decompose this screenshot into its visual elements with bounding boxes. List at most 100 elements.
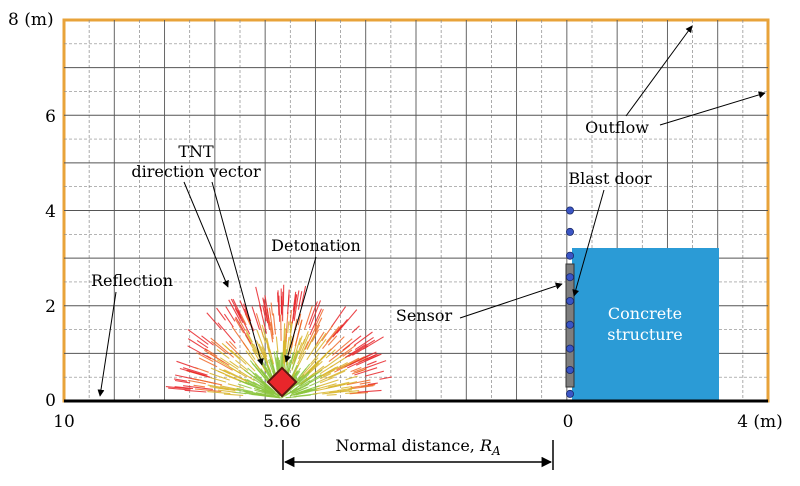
tnt-direction-vector: [362, 336, 384, 350]
tnt-direction-vector: [306, 334, 316, 351]
tnt-direction-vector: [328, 370, 346, 379]
tnt-direction-vector: [308, 301, 318, 325]
tnt-direction-vector: [235, 316, 252, 345]
tnt-direction-vector: [262, 305, 267, 322]
tnt-direction-vector: [346, 379, 371, 386]
tnt-direction-vector: [322, 369, 335, 377]
tnt-direction-vector: [331, 338, 353, 356]
tnt-direction-vector: [266, 395, 278, 398]
tnt-direction-vector: [293, 350, 299, 362]
tnt-direction-vector: [379, 376, 392, 380]
tnt-direction-vector: [348, 339, 376, 358]
tnt-leader-1: [183, 181, 229, 288]
sensor-point: [566, 273, 575, 282]
tnt-direction-vector: [293, 290, 300, 322]
tnt-direction-vector: [291, 337, 301, 365]
tnt-direction-vector: [228, 299, 241, 322]
tnt-direction-vector: [303, 305, 313, 330]
tnt-direction-vector: [298, 335, 303, 346]
tnt-direction-vector: [364, 370, 384, 377]
tnt-direction-vector: [341, 385, 353, 389]
tnt-direction-vector: [289, 309, 293, 326]
tnt-direction-vector: [321, 325, 334, 342]
tnt-direction-vector: [293, 370, 301, 380]
x-tick-10: 10: [53, 412, 75, 432]
tnt-direction-vector: [254, 389, 280, 398]
tnt-direction-vector: [310, 353, 320, 365]
tnt-direction-vector: [256, 329, 268, 357]
tnt-direction-vector: [345, 375, 358, 381]
tnt-direction-vector: [298, 334, 310, 360]
tnt-direction-vector: [285, 396, 297, 399]
tnt-direction-vector: [286, 337, 290, 354]
tnt-direction-vector: [300, 380, 311, 388]
tnt-direction-vector: [308, 300, 322, 329]
tnt-direction-vector: [313, 338, 327, 356]
tnt-direction-vector: [216, 359, 241, 375]
tnt-direction-vector: [314, 317, 323, 332]
tnt-direction-vector: [302, 331, 309, 345]
tnt-direction-vector: [187, 345, 212, 360]
y-tick-2: 2: [45, 297, 56, 317]
tnt-direction-vector: [237, 353, 256, 372]
tnt-direction-vector: [207, 384, 238, 391]
tnt-direction-vector: [367, 360, 377, 366]
tnt-direction-vector: [304, 324, 318, 350]
tnt-direction-vector: [173, 378, 188, 382]
tnt-direction-vector: [275, 336, 279, 353]
tnt-direction-vector: [314, 308, 324, 328]
tnt-direction-vector: [316, 331, 325, 345]
tnt-direction-vector: [308, 349, 331, 372]
sensor-leader: [459, 282, 563, 319]
tnt-direction-vector: [238, 319, 246, 332]
y-tick-0: 0: [45, 391, 56, 411]
tnt-direction-vector: [326, 394, 337, 396]
tnt-direction-vector: [261, 324, 270, 352]
tnt-label-2: direction vector: [131, 162, 261, 181]
tnt-direction-vector: [292, 386, 308, 395]
tnt-direction-vector: [219, 385, 241, 391]
sensor-point: [566, 206, 575, 215]
tnt-direction-vector: [325, 349, 336, 359]
reflection-label: Reflection: [91, 271, 173, 290]
reflection-leader: [97, 291, 117, 397]
tnt-direction-vector: [260, 369, 268, 379]
tnt-direction-vector: [336, 309, 358, 334]
tnt-direction-vector: [367, 382, 378, 386]
tnt-direction-vector: [348, 390, 360, 393]
tnt-direction-vector: [330, 306, 347, 328]
tnt-direction-vector: [292, 350, 307, 377]
tnt-direction-vector: [340, 362, 353, 369]
tnt-direction-vector: [342, 335, 362, 351]
tnt-direction-vector: [360, 384, 376, 388]
tnt-direction-vector: [353, 367, 366, 373]
tnt-direction-vector: [270, 302, 274, 316]
normal-distance-label: Normal distance, RA: [335, 436, 501, 458]
sensor-point: [566, 344, 575, 353]
tnt-direction-vector: [354, 336, 374, 351]
tnt-direction-vector: [350, 356, 365, 365]
tnt-direction-vector: [285, 311, 289, 342]
tnt-direction-vector: [243, 369, 270, 390]
tnt-direction-vector: [337, 387, 355, 392]
tnt-direction-vector: [269, 349, 275, 365]
tnt-direction-vector: [258, 304, 268, 334]
tnt-direction-vector: [245, 350, 261, 371]
tnt-direction-vector: [295, 373, 310, 387]
tnt-direction-vector: [290, 364, 298, 378]
outflow-label: Outflow: [585, 118, 649, 137]
tnt-direction-vector: [209, 372, 230, 381]
concrete-label-1: Concrete: [608, 304, 682, 323]
tnt-direction-vector: [312, 389, 340, 395]
tnt-direction-vector: [258, 343, 272, 373]
tnt-direction-vector: [308, 360, 323, 375]
tnt-direction-vector: [265, 367, 273, 380]
tnt-direction-vector: [301, 372, 318, 385]
tnt-direction-vector: [315, 383, 337, 390]
tnt-direction-vector: [290, 381, 300, 390]
tnt-direction-vector: [223, 369, 249, 383]
tnt-direction-vector: [322, 390, 350, 395]
tnt-direction-vector: [196, 339, 209, 349]
tnt-direction-vector: [210, 367, 225, 375]
